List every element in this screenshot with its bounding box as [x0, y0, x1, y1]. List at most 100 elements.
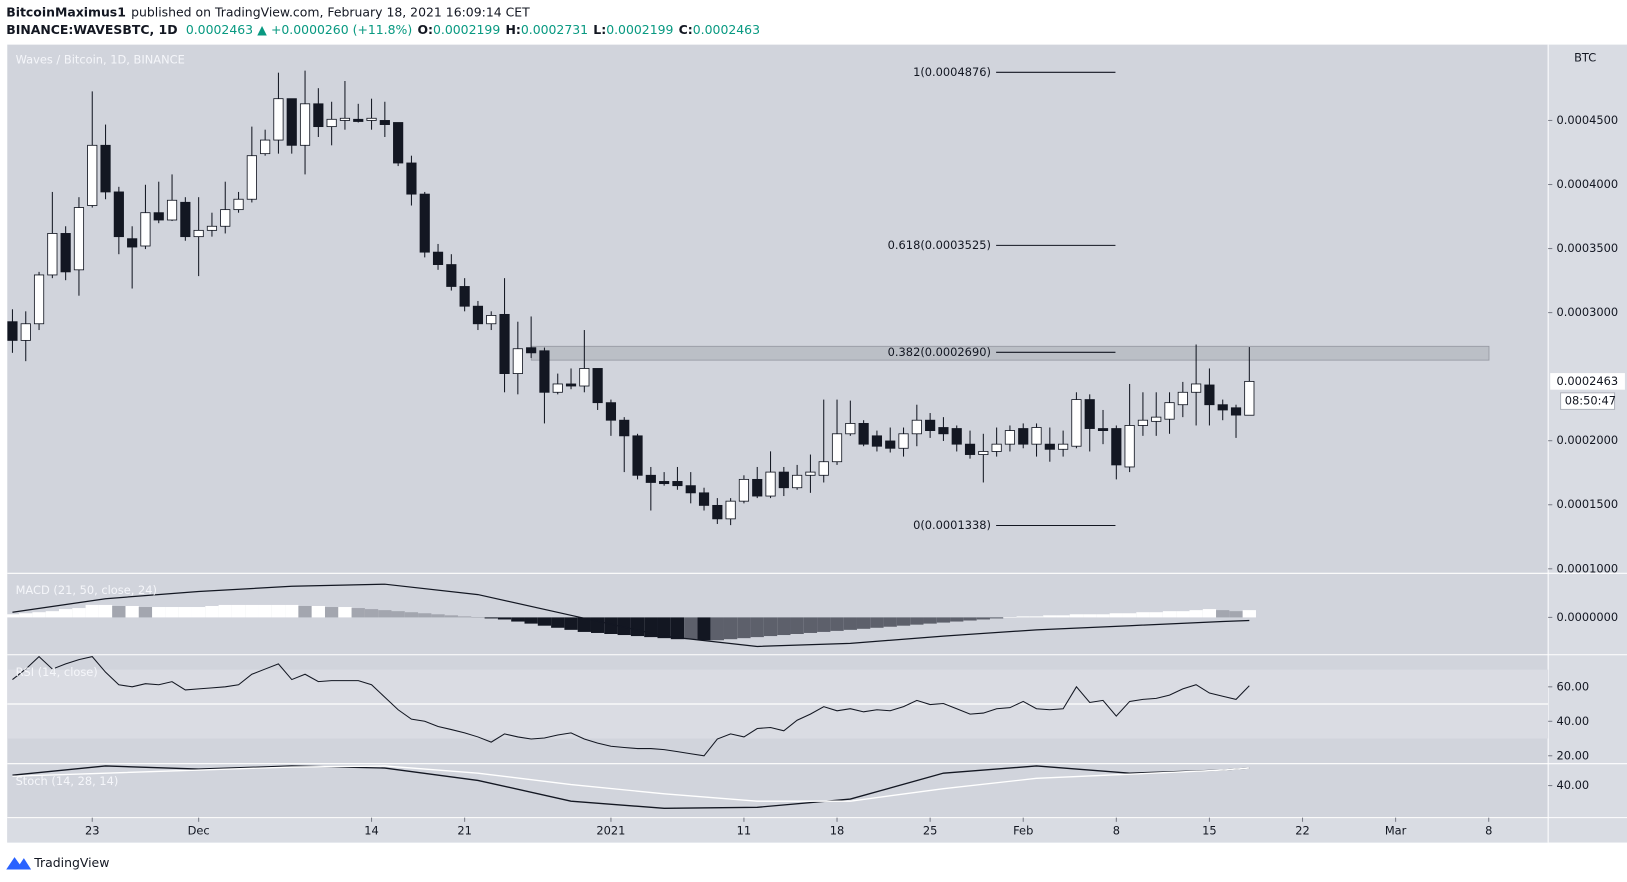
candle-body	[539, 350, 550, 393]
macd-histogram-bar	[524, 617, 538, 624]
candle-body	[1124, 425, 1135, 468]
macd-histogram-bar	[577, 617, 591, 632]
macd-histogram-bar	[830, 617, 844, 631]
macd-histogram-bar	[697, 617, 711, 641]
arrow: ▲	[257, 22, 267, 37]
candle-body	[938, 427, 949, 435]
fib-label: 0.618(0.0003525)	[888, 238, 991, 252]
macd-histogram-bar	[684, 617, 698, 640]
y-tick-label: 0.0004500	[1556, 113, 1618, 127]
resistance-zone	[530, 345, 1490, 361]
candle-body	[100, 144, 111, 193]
x-tick-label: 23	[85, 824, 100, 838]
macd-histogram-bar	[1229, 611, 1243, 618]
candle-body	[964, 443, 976, 455]
macd-histogram-bar	[1149, 612, 1163, 618]
macd-histogram-bar	[231, 604, 246, 618]
candle-body	[526, 347, 537, 354]
macd-histogram-bar	[32, 612, 46, 618]
macd-histogram-bar	[896, 617, 911, 626]
macd-histogram-bar	[843, 617, 857, 630]
macd-histogram-bar	[790, 617, 804, 634]
macd-histogram-bar	[630, 617, 645, 637]
candle-body	[1111, 428, 1122, 466]
y-tick-label: 0.0003000	[1556, 305, 1618, 319]
y-tick-label: 40.00	[1556, 778, 1589, 792]
candle-body	[831, 433, 843, 463]
last-price-label: 0.0002463	[1556, 374, 1618, 388]
candle-body	[73, 207, 85, 271]
macd-histogram-bar	[1176, 611, 1190, 618]
countdown: 08:50:47	[1565, 394, 1616, 408]
candle-body	[911, 419, 922, 435]
macd-histogram-bar	[537, 617, 552, 626]
macd-histogram-bar	[963, 617, 977, 621]
x-tick-label: 8	[1113, 824, 1120, 838]
fib-label: 0.382(0.0002690)	[888, 345, 991, 359]
candle-body	[898, 433, 909, 449]
candle-body	[792, 474, 803, 489]
macd-histogram-bar	[418, 613, 432, 618]
candle-body	[180, 201, 191, 238]
candle-body	[712, 504, 723, 520]
macd-histogram-bar	[192, 607, 206, 618]
macd-histogram-bar	[245, 604, 259, 618]
macd-histogram-bar	[298, 605, 312, 618]
candle-body	[20, 323, 31, 341]
candle-body	[565, 383, 577, 387]
candle-body	[765, 471, 776, 497]
macd-histogram-bar	[1202, 609, 1217, 618]
macd-histogram-bar	[617, 617, 631, 636]
macd-histogram-bar	[178, 607, 192, 618]
price-scale-background	[1548, 44, 1627, 843]
macd-histogram-bar	[803, 617, 818, 633]
x-tick-label: Dec	[188, 824, 210, 838]
ohlc-key: O:	[417, 22, 433, 37]
candle-body	[419, 193, 430, 253]
macd-histogram-bar	[590, 617, 605, 633]
change: +0.0000260 (+11.8%)	[271, 22, 412, 37]
macd-histogram-bar	[497, 617, 512, 620]
macd-histogram-bar	[604, 617, 618, 634]
macd-histogram-bar	[378, 610, 392, 618]
ohlc-key: L:	[593, 22, 606, 37]
macd-histogram-bar	[870, 617, 884, 628]
macd-histogram-bar	[511, 617, 525, 622]
candle-body	[47, 233, 58, 276]
macd-histogram-bar	[976, 617, 990, 620]
candle-body	[246, 155, 257, 200]
macd-histogram-bar	[737, 617, 751, 639]
macd-histogram-bar	[125, 605, 139, 618]
macd-histogram-bar	[883, 617, 897, 627]
x-tick-label: 25	[923, 824, 938, 838]
currency: BTC	[1574, 51, 1596, 65]
price: 0.0002463	[186, 22, 253, 37]
x-tick-label: Feb	[1013, 824, 1033, 838]
candle-body	[925, 419, 936, 432]
candle-body	[991, 443, 1002, 452]
ohlc-value: 0.0002199	[606, 22, 673, 37]
candle-body	[446, 264, 457, 287]
countdown-box	[1560, 392, 1616, 410]
x-tick-label: 15	[1202, 824, 1217, 838]
candle-body	[592, 368, 603, 404]
ohlc-key: H:	[505, 22, 520, 37]
candle-body	[1217, 404, 1228, 411]
macd-histogram-bar	[1216, 610, 1230, 618]
indicator-line	[12, 655, 1250, 757]
candle-body	[313, 103, 324, 128]
y-tick-label: 0.0003500	[1556, 241, 1618, 255]
candle-body	[459, 286, 470, 307]
candle-body	[805, 471, 816, 476]
macd-histogram-bar	[1029, 616, 1044, 618]
candle-body	[685, 485, 696, 494]
pane-title: RSI (14, close)	[16, 665, 98, 679]
candle-body	[818, 461, 829, 476]
macd-histogram-bar	[710, 617, 724, 641]
x-tick-label: 21	[457, 824, 472, 838]
candle-body	[393, 122, 404, 164]
publish-line: BitcoinMaximus1 published on TradingView.…	[6, 4, 530, 19]
candle-body	[978, 451, 989, 455]
candle-body	[1071, 399, 1082, 447]
macd-histogram-bar	[98, 604, 113, 618]
